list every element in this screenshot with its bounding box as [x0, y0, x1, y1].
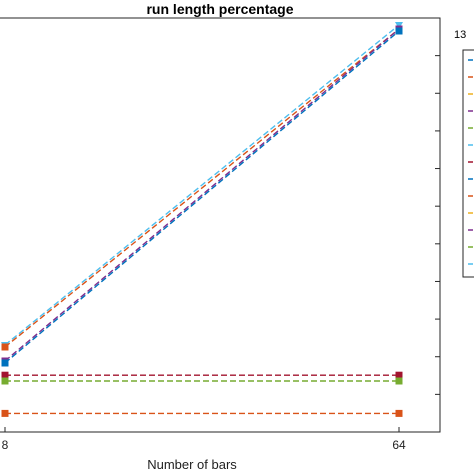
legend-box — [462, 49, 474, 278]
series-line — [4, 30, 400, 364]
data-point — [1, 409, 9, 417]
series-7 — [1, 409, 403, 417]
x-axis-label: Number of bars — [147, 457, 237, 472]
plot-area — [0, 17, 441, 433]
x-tick-label: 8 — [2, 438, 9, 452]
series-5 — [1, 371, 403, 379]
chart-title: run length percentage — [146, 1, 293, 17]
legend-title: 13 — [454, 29, 466, 41]
data-point — [395, 377, 403, 385]
series-layer — [1, 22, 403, 417]
series-3 — [1, 25, 403, 365]
series-4 — [1, 27, 403, 367]
data-point — [395, 409, 403, 417]
data-point — [395, 27, 403, 35]
data-point — [1, 359, 9, 367]
x-axis-ticks: 8 64 — [2, 427, 406, 452]
series-line — [4, 28, 400, 362]
series-1 — [1, 22, 403, 349]
x-tick-label: 64 — [392, 438, 406, 452]
series-6 — [1, 377, 403, 385]
data-point — [1, 377, 9, 385]
series-line — [4, 28, 400, 348]
plot-frame — [0, 17, 441, 433]
series-line — [4, 24, 400, 346]
data-point — [395, 371, 403, 379]
series-2 — [1, 25, 403, 351]
data-point — [1, 371, 9, 379]
legend — [462, 49, 474, 278]
data-point — [1, 343, 9, 351]
